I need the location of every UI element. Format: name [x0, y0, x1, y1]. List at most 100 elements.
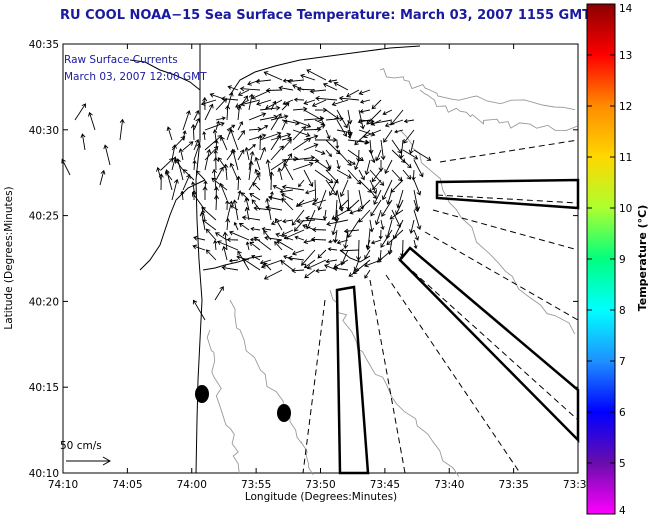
current-vector	[413, 179, 422, 196]
current-vector	[413, 159, 424, 178]
current-vector	[182, 141, 194, 151]
y-tick-label: 40:15	[29, 382, 59, 394]
current-vector	[237, 149, 245, 161]
current-vector	[219, 182, 228, 201]
current-vector	[200, 99, 217, 106]
current-vector	[358, 169, 365, 181]
current-vector	[226, 237, 239, 243]
current-vector	[265, 99, 283, 110]
current-vector	[190, 123, 196, 141]
current-vector	[394, 129, 404, 134]
current-vector	[303, 134, 319, 141]
current-vector	[336, 119, 348, 137]
current-vector	[236, 104, 242, 121]
current-vector	[287, 78, 305, 84]
current-vector	[380, 139, 386, 161]
current-vector	[193, 110, 200, 121]
current-vector	[88, 111, 96, 131]
x-tick-label: 73:45	[370, 479, 400, 491]
current-vector	[403, 129, 415, 144]
current-vector	[80, 133, 86, 151]
current-vector	[282, 99, 294, 106]
current-vector	[237, 130, 245, 141]
current-vector	[296, 218, 316, 224]
current-vector	[252, 182, 261, 191]
current-vector	[378, 229, 383, 240]
current-vector	[201, 206, 217, 221]
current-vector	[370, 199, 382, 217]
current-vector	[280, 260, 294, 271]
scale-arrow	[66, 456, 112, 466]
current-vector	[382, 109, 393, 116]
current-vector	[317, 249, 327, 259]
current-vector	[325, 149, 332, 158]
colorbar-tick-label: 12	[619, 101, 632, 113]
current-vector	[248, 150, 255, 171]
current-vector	[369, 189, 377, 199]
current-vector	[373, 189, 382, 206]
current-vector	[166, 126, 173, 141]
current-vector	[339, 248, 360, 254]
y-axis-label: Latitude (Degrees:Minutes)	[3, 186, 15, 329]
current-vector	[261, 226, 272, 232]
current-vector	[274, 241, 283, 251]
current-vector	[304, 189, 316, 195]
current-vector	[293, 97, 305, 102]
current-vector	[303, 169, 314, 187]
current-vector	[265, 205, 283, 211]
current-vector	[226, 200, 234, 221]
y-axis-ticks: 40:35 40:30 40:25 40:20 40:15 40:10	[29, 39, 578, 480]
colorbar-tick-label: 6	[619, 407, 626, 419]
current-vector	[270, 134, 281, 151]
x-tick-label: 73:40	[434, 479, 464, 491]
current-vector	[325, 116, 344, 122]
current-vector	[160, 158, 174, 171]
scale-label: 50 cm/s	[60, 440, 102, 452]
current-vector	[205, 249, 217, 261]
current-vector	[182, 110, 191, 131]
current-vector	[193, 235, 206, 241]
current-vector	[259, 259, 272, 265]
current-vector	[240, 192, 250, 201]
current-vector	[358, 139, 369, 145]
current-vector	[178, 148, 184, 161]
current-vector	[248, 160, 254, 181]
current-vector	[293, 219, 305, 232]
current-vector	[259, 131, 282, 141]
current-vector	[380, 229, 393, 248]
current-vector	[215, 116, 226, 121]
current-vector	[402, 149, 419, 160]
current-vector	[229, 128, 239, 151]
current-vector	[236, 175, 242, 191]
current-vector	[336, 169, 352, 179]
current-vector	[346, 199, 360, 212]
current-vector	[384, 159, 393, 174]
current-vector	[212, 129, 218, 141]
current-vector	[292, 161, 314, 171]
current-vector	[336, 109, 348, 129]
current-vector	[192, 159, 197, 171]
current-vector	[176, 158, 184, 181]
current-vector	[281, 229, 294, 237]
current-vector	[291, 268, 305, 274]
current-vector	[292, 119, 312, 128]
current-vector	[413, 199, 420, 213]
current-vector	[242, 258, 261, 271]
current-vector	[411, 169, 416, 181]
current-vector	[245, 241, 250, 251]
current-vector	[283, 229, 305, 240]
current-vector	[248, 144, 256, 151]
current-vector	[333, 81, 349, 91]
current-vector	[274, 217, 283, 231]
current-vector	[327, 247, 338, 252]
current-vector	[298, 179, 305, 188]
current-vector	[205, 228, 217, 241]
x-axis-ticks: 74:10 74:05 74:00 73:55 73:50 73:45 73:40 73:35…	[48, 44, 593, 491]
current-vector	[390, 179, 404, 193]
current-vector	[322, 82, 338, 91]
current-vector	[233, 221, 239, 231]
current-vector	[390, 109, 404, 126]
current-vector	[244, 146, 250, 161]
current-vector	[263, 262, 272, 271]
